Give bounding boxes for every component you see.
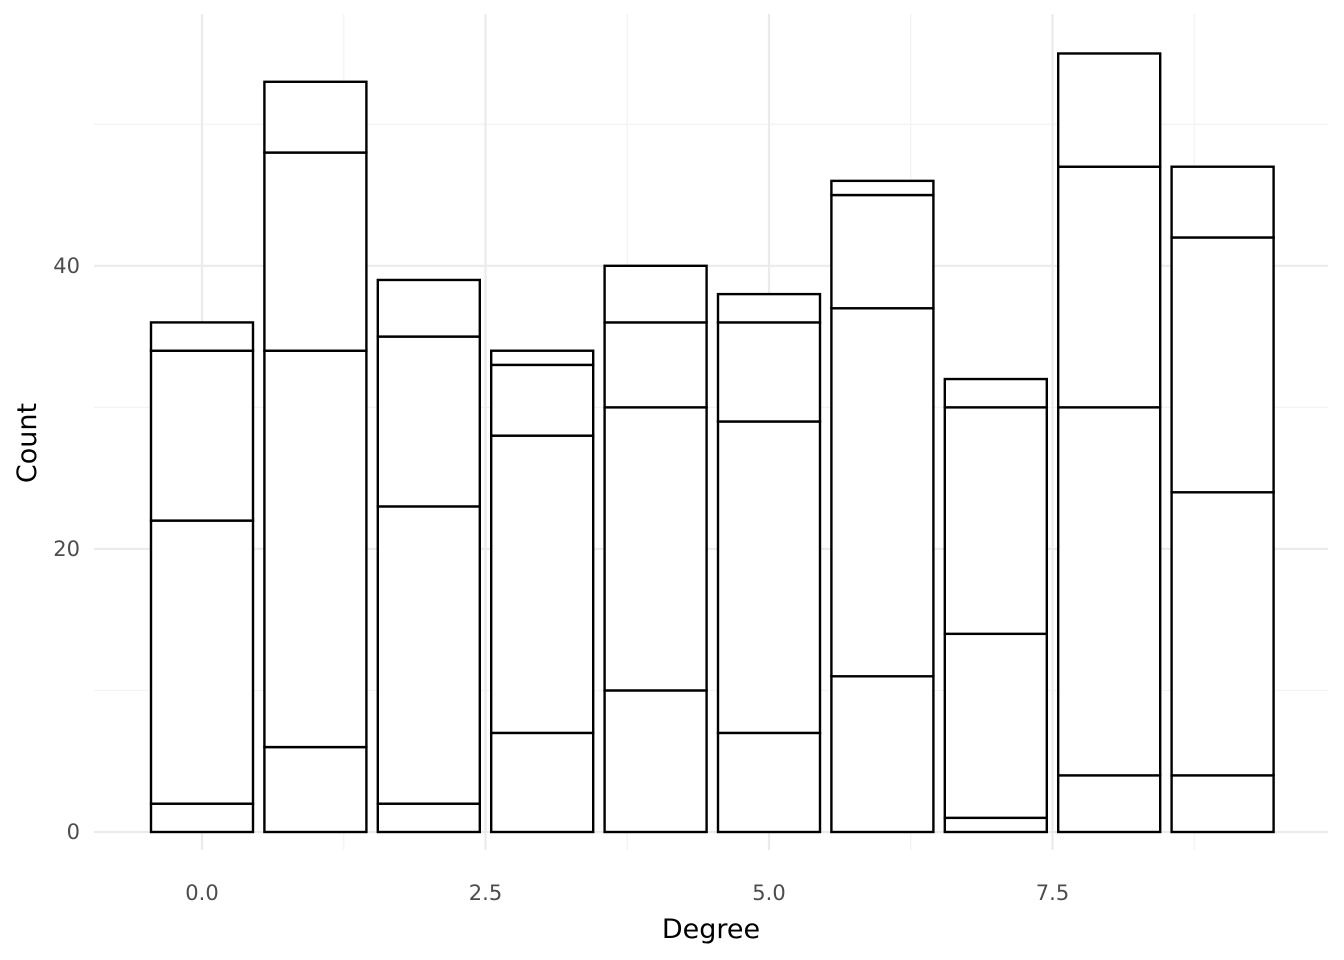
bar-segment xyxy=(603,264,708,324)
bar-segment xyxy=(943,377,1048,409)
bar-segment xyxy=(490,434,595,735)
bar-segment xyxy=(830,179,935,197)
x-tick-label: 0.0 xyxy=(185,881,218,905)
bar-segment xyxy=(1170,774,1275,834)
x-axis-title: Degree xyxy=(662,914,760,945)
bar-segment xyxy=(376,505,481,805)
bar-segment xyxy=(490,363,595,437)
bar-segment xyxy=(376,278,481,338)
bar-segment xyxy=(149,321,255,352)
bar-segment xyxy=(263,151,368,352)
bar-segment xyxy=(943,632,1048,820)
tick-labels: 0.0 2.5 5.0 7.5 0 20 40 xyxy=(53,254,1069,905)
bar-segment xyxy=(149,519,255,805)
bars xyxy=(149,52,1275,834)
bar-segment xyxy=(1056,406,1162,777)
x-tick-label: 7.5 xyxy=(1036,881,1069,905)
x-tick-label: 2.5 xyxy=(469,881,502,905)
bar-segment xyxy=(263,745,368,834)
bar-segment xyxy=(830,193,935,310)
bar-segment xyxy=(376,802,481,834)
y-tick-label: 0 xyxy=(67,820,80,844)
bar-segment xyxy=(716,420,822,735)
bar-segment xyxy=(943,406,1048,636)
bar-segment xyxy=(149,802,255,834)
bar-segment xyxy=(1056,774,1162,834)
bar-segment xyxy=(603,689,708,834)
y-tick-label: 40 xyxy=(53,254,80,278)
bar-segment xyxy=(1056,165,1162,409)
bar-segment xyxy=(376,335,481,508)
y-axis-title: Count xyxy=(12,403,43,483)
bar-segment xyxy=(1170,165,1275,239)
bar-segment xyxy=(490,349,595,367)
bar-segment xyxy=(603,321,708,409)
bar-segment xyxy=(1170,491,1275,777)
bar-segment xyxy=(1056,52,1162,168)
bar-segment xyxy=(716,321,822,423)
bar-segment xyxy=(149,349,255,522)
bar-segment xyxy=(603,406,708,692)
bar-segment xyxy=(1170,236,1275,494)
bar-segment xyxy=(263,349,368,749)
bar-segment xyxy=(263,80,368,154)
bar-segment xyxy=(490,731,595,834)
bar-segment xyxy=(943,816,1048,834)
bar-segment xyxy=(716,731,822,834)
bar-segment xyxy=(830,307,935,678)
x-tick-label: 5.0 xyxy=(752,881,785,905)
bar-segment xyxy=(830,675,935,834)
bar-segment xyxy=(716,292,822,324)
y-tick-label: 20 xyxy=(53,537,80,561)
